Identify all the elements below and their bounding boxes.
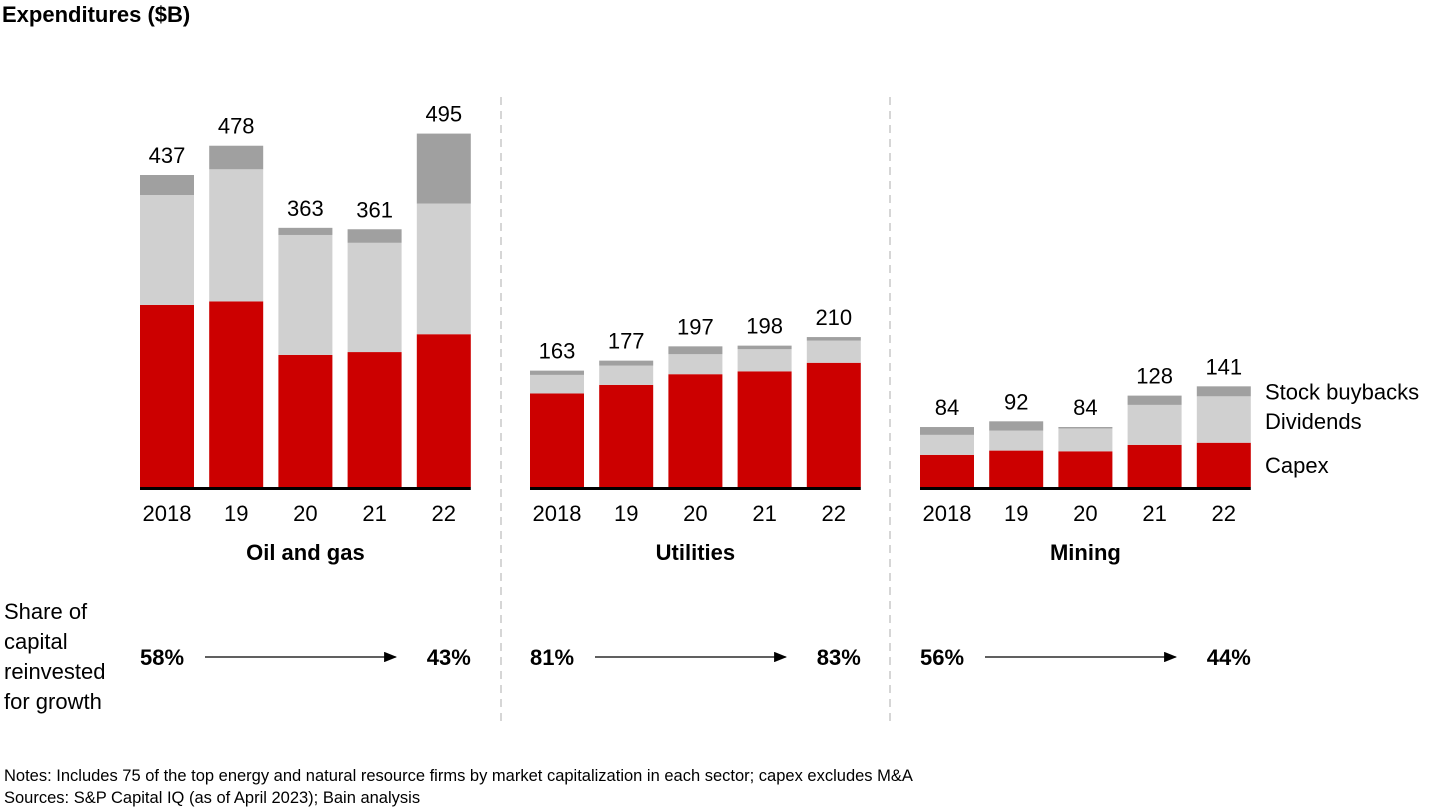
bar-segment-stock-buybacks [416, 133, 471, 204]
share-start-value: 58% [140, 645, 184, 670]
total-label: 197 [677, 314, 714, 339]
bar-segment-capex [1196, 442, 1251, 487]
bar-segment-dividends [140, 194, 194, 305]
bar-segment-dividends [209, 169, 264, 302]
bar-segment-dividends [806, 340, 861, 363]
sources-text: Sources: S&P Capital IQ (as of April 202… [4, 789, 421, 807]
legend-item-stock-buybacks: Stock buybacks [1265, 379, 1419, 404]
bar-segment-dividends [1196, 396, 1251, 443]
legend-item-dividends: Dividends [1265, 409, 1362, 434]
total-label: 128 [1136, 364, 1173, 389]
bar-segment-capex [989, 450, 1044, 487]
share-label-line: reinvested [4, 659, 106, 684]
x-tick-label: 2018 [533, 501, 582, 526]
panel-title: Oil and gas [246, 540, 365, 565]
bar-segment-capex [737, 371, 792, 487]
bar-segment-capex [599, 384, 654, 487]
share-label-line: for growth [4, 689, 102, 714]
bar-segment-dividends [599, 365, 654, 385]
x-tick-label: 19 [224, 501, 248, 526]
total-label: 141 [1205, 354, 1242, 379]
notes-text: Notes: Includes 75 of the top energy and… [4, 767, 913, 785]
bar-segment-dividends [668, 354, 723, 375]
bar-segment-stock-buybacks [920, 427, 974, 435]
bar-segment-capex [347, 352, 402, 487]
x-tick-label: 19 [614, 501, 638, 526]
panel-title: Utilities [656, 540, 735, 565]
x-tick-label: 21 [752, 501, 776, 526]
bar-segment-stock-buybacks [989, 421, 1044, 431]
total-label: 163 [539, 339, 576, 364]
bar-segment-capex [140, 304, 194, 487]
share-end-value: 83% [817, 645, 861, 670]
bar-segment-stock-buybacks [209, 145, 264, 170]
bar-segment-stock-buybacks [1127, 395, 1182, 405]
total-label: 437 [149, 143, 186, 168]
total-label: 478 [218, 114, 255, 139]
bar-segment-stock-buybacks [278, 227, 333, 235]
bar-segment-capex [209, 301, 264, 487]
bar-segment-dividends [347, 242, 402, 353]
share-end-value: 43% [427, 645, 471, 670]
x-tick-label: 22 [822, 501, 846, 526]
bar-segment-stock-buybacks [347, 229, 402, 243]
bar-segment-capex [530, 393, 584, 487]
bar-segment-capex [1127, 444, 1182, 487]
x-tick-label: 20 [683, 501, 707, 526]
bar-segment-stock-buybacks [530, 370, 584, 375]
x-tick-label: 19 [1004, 501, 1028, 526]
bar-segment-dividends [920, 434, 974, 455]
legend-item-capex: Capex [1265, 453, 1329, 478]
bar-segment-capex [668, 374, 723, 487]
total-label: 361 [356, 197, 393, 222]
bar-segment-stock-buybacks [140, 175, 194, 195]
bar-segment-stock-buybacks [737, 345, 792, 350]
x-tick-label: 2018 [923, 501, 972, 526]
bar-segment-capex [920, 454, 974, 487]
share-end-value: 44% [1207, 645, 1251, 670]
x-tick-label: 2018 [143, 501, 192, 526]
bar-segment-stock-buybacks [1058, 427, 1113, 429]
bar-segment-dividends [278, 234, 333, 355]
bar-segment-capex [416, 334, 471, 487]
bar-segment-stock-buybacks [599, 360, 654, 366]
total-label: 92 [1004, 389, 1028, 414]
x-tick-label: 20 [1073, 501, 1097, 526]
bar-segment-capex [806, 362, 861, 487]
share-start-value: 56% [920, 645, 964, 670]
bar-segment-dividends [416, 203, 471, 335]
bar-segment-stock-buybacks [1196, 386, 1251, 397]
footnotes: Notes: Includes 75 of the top energy and… [4, 765, 913, 809]
total-label: 210 [815, 305, 852, 330]
x-tick-label: 20 [293, 501, 317, 526]
bar-segment-stock-buybacks [806, 337, 861, 341]
share-of-capital-label: Share of capital reinvested for growth [4, 597, 106, 717]
panel-title: Mining [1050, 540, 1121, 565]
bar-segment-capex [278, 354, 333, 487]
total-label: 363 [287, 196, 324, 221]
x-tick-label: 22 [1212, 501, 1236, 526]
x-tick-label: 21 [362, 501, 386, 526]
bar-segment-dividends [989, 430, 1044, 451]
bar-segment-dividends [1058, 428, 1113, 452]
share-label-line: capital [4, 629, 68, 654]
x-tick-label: 22 [432, 501, 456, 526]
total-label: 84 [1073, 395, 1097, 420]
bar-segment-stock-buybacks [668, 346, 723, 355]
total-label: 495 [425, 102, 462, 127]
total-label: 177 [608, 329, 645, 354]
bar-segment-capex [1058, 451, 1113, 487]
bar-segment-dividends [530, 374, 584, 394]
bar-segment-dividends [1127, 404, 1182, 445]
x-tick-label: 21 [1142, 501, 1166, 526]
bar-segment-dividends [737, 349, 792, 372]
share-label-line: Share of [4, 599, 88, 624]
chart-title: Expenditures ($B) [2, 2, 191, 27]
total-label: 198 [746, 314, 783, 339]
total-label: 84 [935, 395, 959, 420]
share-start-value: 81% [530, 645, 574, 670]
